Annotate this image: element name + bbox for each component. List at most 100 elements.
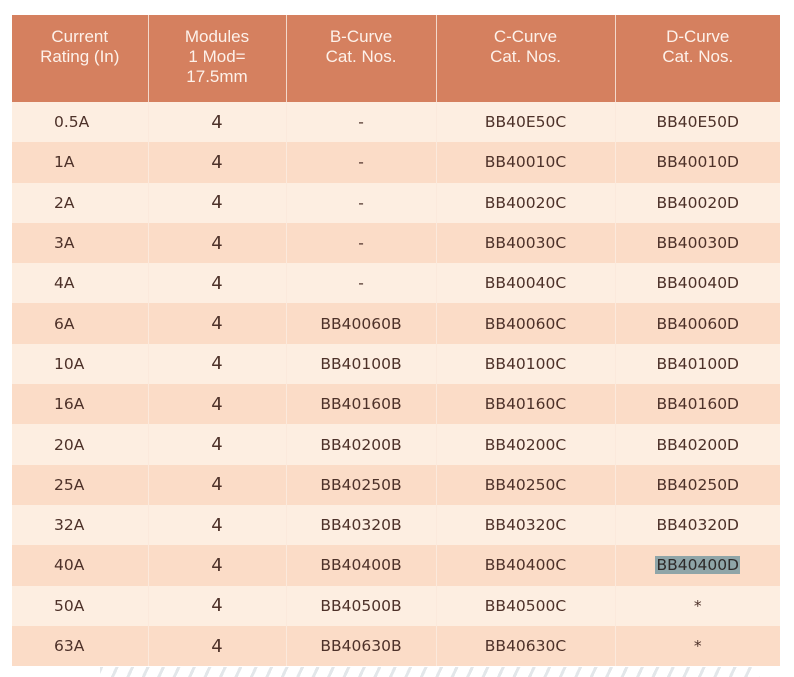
cell-modules: 4 <box>147 585 286 626</box>
cell-text: BB40250C <box>484 475 567 494</box>
cell-d-curve: BB40060D <box>614 303 780 344</box>
cell-text: 4 <box>211 514 223 536</box>
cell-text: BB40E50C <box>484 113 567 132</box>
cell-text: BB40100B <box>320 354 402 373</box>
cell-d-curve: BB40010D <box>614 142 780 183</box>
cell-d-curve: BB40040D <box>614 263 780 304</box>
cell-b-curve: BB40200B <box>285 424 436 465</box>
header-c-curve: C-Curve Cat. Nos. <box>435 15 615 102</box>
cell-c-curve: BB40010C <box>435 142 615 183</box>
header-line: Cat. Nos. <box>325 47 397 66</box>
cell-text: BB40060D <box>656 314 739 333</box>
cell-text: 4 <box>211 434 223 456</box>
cell-text: - <box>358 274 364 293</box>
header-line: 1 Mod= <box>188 47 246 66</box>
cell-c-curve: BB40200C <box>435 424 615 465</box>
table-row: 1A 4 - BB40010C BB40010D <box>12 142 780 183</box>
cell-d-curve: BB40160D <box>614 384 780 425</box>
cell-text: BB40630B <box>320 637 402 655</box>
cell-c-curve: BB40030C <box>435 222 615 264</box>
cell-text: - <box>358 234 364 253</box>
cell-current-rating: 20A <box>12 424 148 465</box>
cell-text: 4 <box>211 474 223 496</box>
table-row: 20A 4 BB40200B BB40200C BB40200D <box>12 424 780 465</box>
cell-b-curve: - <box>285 142 436 183</box>
table-row: 6A 4 BB40060B BB40060C BB40060D <box>12 303 780 344</box>
header-row: Current Rating (In) Modules 1 Mod= 17.5mm B-C… <box>12 15 780 102</box>
cell-d-curve: BB40250D <box>614 464 780 505</box>
cell-text: - <box>358 113 364 132</box>
cell-text: BB40250D <box>656 475 739 494</box>
cell-current-rating: 40A <box>12 545 148 586</box>
cell-text: 4 <box>211 232 223 254</box>
cell-current-rating: 25A <box>12 464 148 505</box>
cell-text: 32A <box>54 516 85 535</box>
header-line: Modules <box>184 27 250 46</box>
cell-b-curve: BB40250B <box>285 464 436 505</box>
cell-modules: 4 <box>147 545 286 586</box>
cell-modules: 4 <box>147 343 286 385</box>
cell-modules: 4 <box>147 504 286 546</box>
header-line: C-Curve <box>493 27 558 46</box>
table-row: 4A 4 - BB40040C BB40040D <box>12 263 780 304</box>
table-row: 10A 4 BB40100B BB40100C BB40100D <box>12 343 780 385</box>
cell-text: BB40160D <box>656 395 739 414</box>
cell-text: 3A <box>54 234 75 253</box>
header-current-rating: Current Rating (In) <box>12 15 148 102</box>
table-row: 50A 4 BB40500B BB40500C * <box>12 585 780 626</box>
cell-text: 6A <box>54 314 75 333</box>
cell-text: * <box>693 596 702 615</box>
cell-text: BB40160C <box>484 395 567 414</box>
header-modules: Modules 1 Mod= 17.5mm <box>147 15 286 102</box>
cell-text: 25A <box>54 475 85 494</box>
cell-text: 4 <box>211 595 223 617</box>
cell-modules: 4 <box>147 263 286 304</box>
cell-current-rating: 10A <box>12 343 148 385</box>
table-row: 3A 4 - BB40030C BB40030D <box>12 222 780 264</box>
cell-c-curve: BB40500C <box>435 585 615 626</box>
cell-c-curve: BB40100C <box>435 343 615 385</box>
cell-text: 4 <box>211 353 223 375</box>
cell-text: 1A <box>54 153 75 172</box>
cell-current-rating: 63A <box>12 625 148 667</box>
cell-modules: 4 <box>147 464 286 505</box>
cell-b-curve: BB40160B <box>285 384 436 425</box>
table-row: 32A 4 BB40320B BB40320C BB40320D <box>12 504 780 546</box>
cell-current-rating: 2A <box>12 182 148 223</box>
cell-text: 4 <box>211 272 223 294</box>
cell-text: BB40030C <box>484 234 567 253</box>
cell-text: BB40040D <box>656 274 739 293</box>
cell-text: BB40320B <box>320 516 402 535</box>
cell-d-curve: BB40320D <box>614 504 780 546</box>
cell-text: BB40100D <box>656 354 739 373</box>
cell-text: 40A <box>54 556 85 575</box>
cell-b-curve: - <box>285 102 436 143</box>
cell-modules: 4 <box>147 142 286 183</box>
cell-text: BB40060C <box>484 314 567 333</box>
table-row: 16A 4 BB40160B BB40160C BB40160D <box>12 384 780 425</box>
cell-modules: 4 <box>147 625 286 667</box>
cell-text: BB40010C <box>484 153 567 172</box>
cell-d-curve: BB40020D <box>614 182 780 223</box>
table-row: 2A 4 - BB40020C BB40020D <box>12 182 780 223</box>
cell-c-curve: BB40250C <box>435 464 615 505</box>
cell-c-curve: BB40060C <box>435 303 615 344</box>
cell-d-curve: BB40100D <box>614 343 780 385</box>
cell-current-rating: 50A <box>12 585 148 626</box>
cell-b-curve: BB40400B <box>285 545 436 586</box>
cell-current-rating: 32A <box>12 504 148 546</box>
cell-text: BB40400C <box>484 556 567 575</box>
header-line: Cat. Nos. <box>662 47 734 66</box>
cell-d-curve: BB40400D <box>614 545 780 586</box>
cell-text: 50A <box>54 596 85 615</box>
cell-text: 4 <box>211 635 223 657</box>
table-row: 63A 4 BB40630B BB40630C * <box>12 625 780 667</box>
decorative-stripes <box>100 667 760 677</box>
cell-text: 4 <box>211 192 223 214</box>
cell-current-rating: 6A <box>12 303 148 344</box>
cell-current-rating: 16A <box>12 384 148 425</box>
mcb-catalog-table: Current Rating (In) Modules 1 Mod= 17.5mm B-C… <box>12 15 780 667</box>
selected-text: BB40400D <box>655 556 740 575</box>
cell-text: BB40040C <box>484 274 567 293</box>
cell-c-curve: BB40320C <box>435 504 615 546</box>
